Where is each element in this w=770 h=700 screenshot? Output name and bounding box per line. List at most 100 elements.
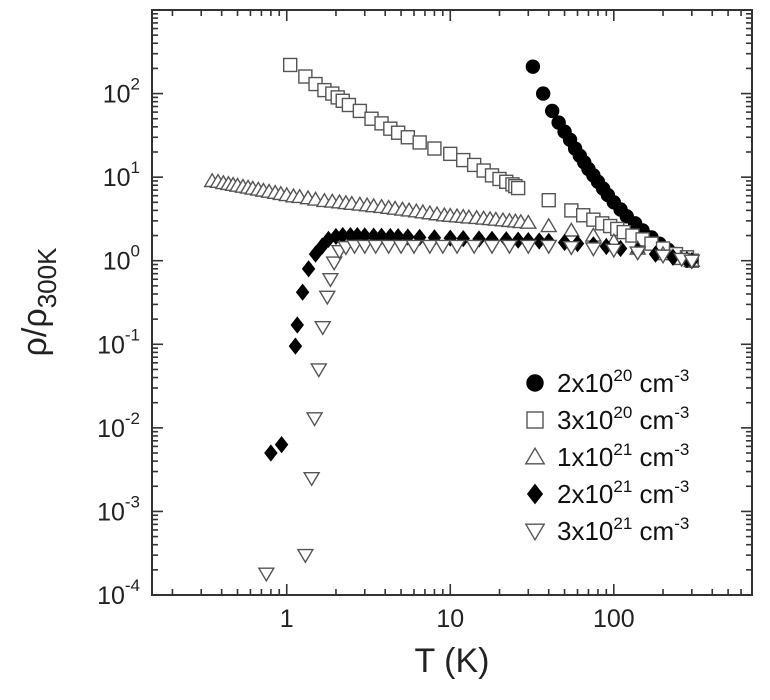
legend-item: 2x1020 cm-3 xyxy=(526,366,689,398)
legend-label: 3x1021 cm-3 xyxy=(557,514,689,546)
data-point xyxy=(412,135,427,150)
legend-label-unit: cm xyxy=(632,442,674,472)
data-point xyxy=(318,290,336,306)
legend-label-unit: cm xyxy=(632,479,674,509)
y-tick-exponent: -2 xyxy=(125,409,140,428)
data-point xyxy=(500,239,519,255)
series-2 xyxy=(283,57,700,268)
data-point xyxy=(628,246,647,262)
data-point xyxy=(456,229,470,248)
y-tick-label: 10-3 xyxy=(97,492,140,526)
data-point xyxy=(532,232,546,250)
legend-label: 2x1020 cm-3 xyxy=(557,366,689,398)
data-point xyxy=(541,192,556,208)
legend-item: 3x1020 cm-3 xyxy=(526,403,689,435)
legend-label-base: 1x10 xyxy=(557,442,613,472)
data-point xyxy=(483,239,501,255)
data-point xyxy=(305,412,324,427)
data-point xyxy=(367,239,385,255)
data-point xyxy=(562,221,581,237)
data-point xyxy=(510,180,526,196)
legend-label-exponent: 20 xyxy=(613,403,632,422)
data-point xyxy=(310,363,328,378)
data-point xyxy=(345,239,364,255)
data-point xyxy=(290,316,305,334)
x-tick-label: 10 xyxy=(436,605,464,633)
y-axis-label: ρ/ρ300K xyxy=(16,247,62,357)
x-axis: 1 10 100 xyxy=(171,10,753,633)
data-point xyxy=(519,214,537,229)
legend-marker xyxy=(524,446,546,465)
y-tick-label: 10-1 xyxy=(97,325,140,359)
legend-label-unit: cm xyxy=(632,516,674,546)
y-tick-mantissa: 10 xyxy=(97,415,125,443)
y-tick-exponent: -1 xyxy=(125,325,140,344)
data-point xyxy=(443,146,458,162)
y-tick-mantissa: 10 xyxy=(97,498,125,526)
legend-label: 2x1021 cm-3 xyxy=(557,477,689,509)
data-point xyxy=(400,130,416,145)
y-tick-label: 101 xyxy=(103,158,140,192)
y-tick-exponent: 2 xyxy=(131,75,140,94)
legend-label-exponent: 21 xyxy=(613,477,632,496)
data-point xyxy=(264,444,278,462)
legend-item: 3x1021 cm-3 xyxy=(524,514,689,546)
legend-label-exponent: 21 xyxy=(613,440,632,459)
legend-label-unit: cm xyxy=(632,405,674,435)
legend-label-unit-exponent: -3 xyxy=(674,477,689,496)
legend-label-unit: cm xyxy=(632,368,674,398)
y-tick-exponent: 0 xyxy=(131,242,140,261)
data-point xyxy=(288,337,303,355)
data-point xyxy=(605,243,623,259)
data-point xyxy=(525,59,541,74)
data-point xyxy=(352,103,368,119)
data-points xyxy=(203,57,701,583)
data-point xyxy=(296,548,315,564)
data-point xyxy=(448,239,466,255)
legend-label-base: 3x10 xyxy=(557,516,613,546)
legend-item: 2x1021 cm-3 xyxy=(526,477,689,509)
y-tick-label: 10-2 xyxy=(97,409,140,443)
y-tick-mantissa: 10 xyxy=(103,164,131,192)
y-tick-exponent: 1 xyxy=(131,158,140,177)
legend-label-unit-exponent: -3 xyxy=(674,440,689,459)
data-point xyxy=(379,239,398,255)
legend-label-unit-exponent: -3 xyxy=(674,403,689,422)
data-point xyxy=(540,239,558,255)
y-axis-label-subscript: 300K xyxy=(32,247,62,308)
data-point xyxy=(274,436,289,454)
plot-frame xyxy=(151,9,753,596)
data-point xyxy=(421,239,439,255)
data-point xyxy=(321,273,340,288)
data-point xyxy=(535,86,551,101)
x-tick-label: 1 xyxy=(280,605,294,633)
legend-label-unit-exponent: -3 xyxy=(674,514,689,533)
legend-marker xyxy=(526,411,544,429)
data-point xyxy=(564,203,579,218)
data-point xyxy=(392,239,410,255)
data-point xyxy=(683,254,701,270)
y-tick-label: 102 xyxy=(103,75,140,109)
legend-label-base: 2x10 xyxy=(557,368,613,398)
legend-item: 1x1021 cm-3 xyxy=(524,440,689,472)
legend-label-unit-exponent: -3 xyxy=(674,366,689,385)
y-tick-mantissa: 10 xyxy=(97,331,125,359)
legend-label: 1x1021 cm-3 xyxy=(557,440,689,472)
legend-label: 3x1020 cm-3 xyxy=(557,403,689,435)
data-point xyxy=(472,230,486,248)
y-tick-exponent: -4 xyxy=(125,576,140,595)
legend-label-exponent: 21 xyxy=(613,514,632,533)
y-tick-mantissa: 10 xyxy=(103,81,131,109)
legend-marker xyxy=(526,483,544,505)
data-point xyxy=(434,239,452,255)
data-point xyxy=(654,249,672,265)
legend-label-base: 2x10 xyxy=(557,479,613,509)
data-point xyxy=(257,567,276,583)
data-point xyxy=(427,141,442,156)
legend-marker xyxy=(524,523,546,542)
data-point xyxy=(356,239,374,255)
data-point xyxy=(544,103,560,119)
legend-label-exponent: 20 xyxy=(613,366,632,385)
